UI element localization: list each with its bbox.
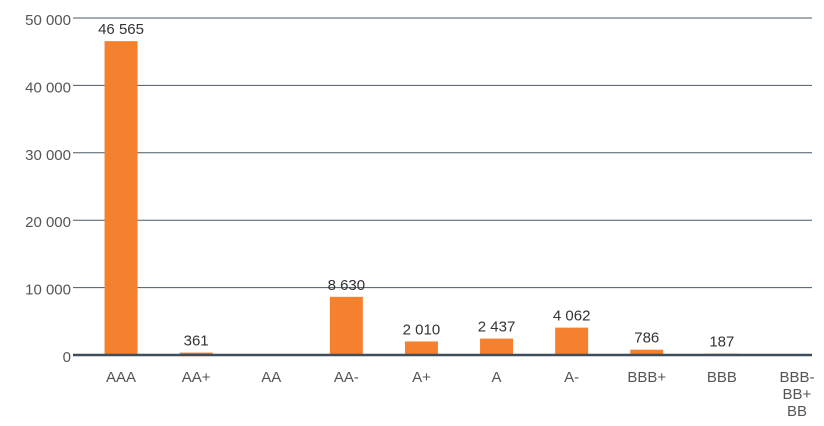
value-label: 8 630 (328, 277, 366, 294)
value-label: 4 062 (553, 308, 591, 325)
x-tick-label: BBB+ (627, 369, 666, 386)
value-label: 46 565 (98, 21, 144, 38)
x-tick-label: AA (261, 369, 281, 386)
x-tick-label: BBB (707, 369, 737, 386)
y-tick-label: 40 000 (25, 79, 71, 96)
value-label: 2 010 (403, 321, 441, 338)
x-tick-label: A (492, 369, 502, 386)
bar (630, 349, 664, 355)
x-tick-label: AA+ (182, 369, 211, 386)
x-tick-label: AAA (106, 369, 136, 386)
y-tick-label: 0 (63, 349, 71, 366)
bar (329, 296, 363, 355)
bar (480, 338, 514, 355)
value-label: 187 (709, 334, 734, 351)
y-tick-label: 10 000 (25, 282, 71, 299)
x-tick-label: AA- (334, 369, 359, 386)
value-label: 361 (184, 333, 209, 350)
x-tick-label: A- (564, 369, 579, 386)
y-tick-label: 20 000 (25, 214, 71, 231)
y-tick-label: 30 000 (25, 147, 71, 164)
value-label: 2 437 (478, 319, 516, 336)
bar (555, 327, 589, 355)
value-label: 786 (634, 330, 659, 347)
x-tick-label: A+ (412, 369, 431, 386)
x-tick-label: BBB-BB+ BB (779, 369, 814, 420)
bar (104, 41, 138, 355)
bar (404, 341, 438, 355)
y-tick-label: 50 000 (25, 12, 71, 29)
